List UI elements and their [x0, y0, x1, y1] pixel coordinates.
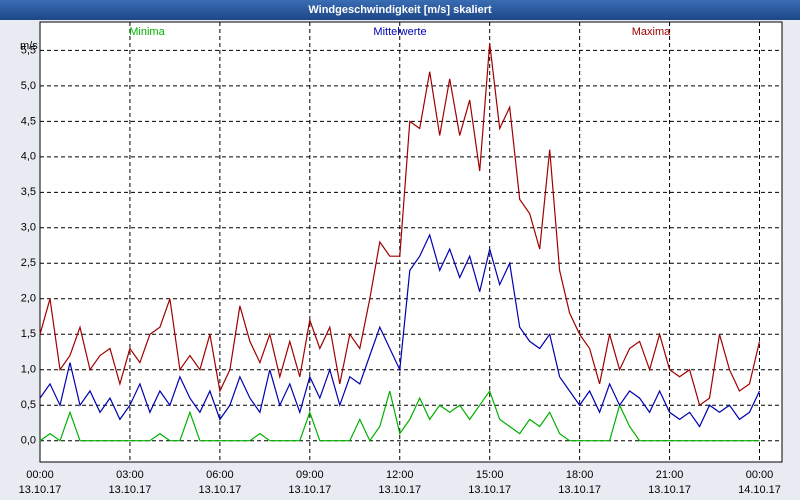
chart-title: Windgeschwindigkeit [m/s] skaliert — [308, 4, 492, 16]
x-tick-date: 13.10.17 — [288, 484, 331, 496]
y-tick-label: 1,5 — [21, 328, 36, 340]
y-axis-label: m/s — [20, 40, 38, 52]
x-tick-label: 00:00 — [746, 469, 774, 481]
y-tick-label: 0,5 — [21, 399, 36, 411]
y-tick-label: 4,0 — [21, 151, 36, 163]
legend-label: Mittelwerte — [373, 26, 426, 38]
y-tick-label: 5,0 — [21, 80, 36, 92]
y-tick-label: 1,0 — [21, 364, 36, 376]
series-line — [39, 43, 761, 407]
x-tick-date: 13.10.17 — [468, 484, 511, 496]
x-tick-label: 03:00 — [116, 469, 144, 481]
x-tick-date: 13.10.17 — [648, 484, 691, 496]
y-tick-label: 0,0 — [21, 435, 36, 447]
x-tick-date: 13.10.17 — [558, 484, 601, 496]
y-tick-label: 3,0 — [21, 222, 36, 234]
legend-label: Maxima — [632, 26, 671, 38]
y-tick-label: 4,5 — [21, 115, 36, 127]
series-line — [39, 389, 760, 442]
x-tick-date: 13.10.17 — [378, 484, 421, 496]
x-tick-date: 13.10.17 — [198, 484, 241, 496]
x-tick-date: 13.10.17 — [109, 484, 152, 496]
legend-label: Minima — [129, 26, 165, 38]
y-tick-label: 2,5 — [21, 257, 36, 269]
x-tick-label: 09:00 — [296, 469, 324, 481]
y-tick-label: 5,5 — [21, 44, 36, 56]
x-tick-label: 18:00 — [566, 469, 594, 481]
plot-area — [39, 21, 783, 463]
x-tick-label: 15:00 — [476, 469, 504, 481]
x-tick-label: 00:00 — [26, 469, 54, 481]
x-tick-label: 12:00 — [386, 469, 414, 481]
series-line — [39, 233, 761, 428]
x-tick-date: 13.10.17 — [19, 484, 62, 496]
x-tick-label: 06:00 — [206, 469, 234, 481]
title-bar — [0, 0, 800, 20]
x-tick-label: 21:00 — [656, 469, 684, 481]
y-tick-label: 2,0 — [21, 293, 36, 305]
y-tick-label: 3,5 — [21, 186, 36, 198]
x-tick-date: 14.10.17 — [738, 484, 781, 496]
